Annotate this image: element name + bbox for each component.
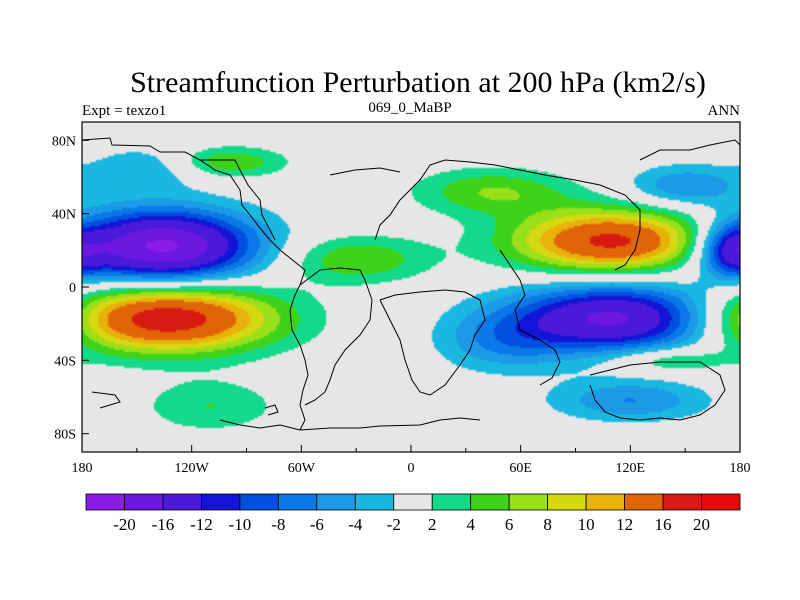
- colorbar-label: 4: [466, 515, 475, 534]
- y-tick-label: 0: [69, 281, 76, 296]
- colorbar-label: -12: [190, 515, 213, 534]
- x-tick-label: 180: [72, 461, 93, 476]
- colorbar-swatch: [239, 493, 279, 511]
- colorbar-label: 12: [616, 515, 633, 534]
- colorbar-label: -8: [271, 515, 285, 534]
- colorbar-swatch: [624, 493, 664, 511]
- x-tick-label: 60E: [509, 461, 532, 476]
- colorbar-label: -10: [229, 515, 252, 534]
- colorbar-label: -2: [387, 515, 401, 534]
- colorbar-label: 8: [543, 515, 552, 534]
- colorbar-label: 2: [428, 515, 437, 534]
- colorbar-swatch: [85, 493, 125, 511]
- colorbar-swatch: [701, 493, 741, 511]
- x-axis: 180 120W 60W 0 60E 120E 180: [72, 445, 751, 476]
- colorbar-swatch: [162, 493, 202, 511]
- x-tick-label: 0: [408, 461, 415, 476]
- colorbar-swatch: [316, 493, 356, 511]
- y-tick-label: 40S: [54, 354, 76, 369]
- colorbar-swatch: [201, 493, 241, 511]
- colorbar-label: 16: [655, 515, 672, 534]
- colorbar-label: -16: [152, 515, 175, 534]
- colorbar-swatch: [354, 493, 395, 511]
- colorbar-swatch: [547, 493, 587, 511]
- subtitle-center: 069_0_MaBP: [368, 100, 451, 116]
- x-tick-label: 60W: [288, 461, 316, 476]
- colorbar-swatch: [124, 493, 164, 511]
- colorbar-label: 20: [693, 515, 710, 534]
- contour-fill: [82, 122, 740, 452]
- colorbar-swatch: [277, 493, 318, 511]
- coastline: [81, 137, 741, 431]
- subtitle-right: ANN: [708, 103, 741, 119]
- x-tick-label: 120W: [175, 461, 210, 476]
- x-tick-label: 120E: [616, 461, 646, 476]
- y-tick-label: 80N: [52, 134, 76, 149]
- subtitle-left: Expt = texzo1: [82, 103, 166, 119]
- colorbar-swatch: [431, 493, 472, 511]
- colorbar-swatch: [585, 493, 625, 511]
- y-tick-label: 40N: [52, 208, 76, 223]
- colorbar-swatch: [393, 493, 433, 511]
- colorbar-label: -6: [310, 515, 324, 534]
- colorbar-swatch: [470, 493, 510, 511]
- y-axis: 80N 40N 0 40S 80S: [52, 134, 89, 443]
- colorbar: -20 -16 -12 -10 -8 -6 -4 -2 2 4 6 8 10 12 16 20: [85, 493, 741, 534]
- colorbar-label: 6: [505, 515, 514, 534]
- y-tick-label: 80S: [54, 428, 76, 443]
- chart-title: Streamfunction Perturbation at 200 hPa (…: [130, 66, 706, 99]
- colorbar-label: -20: [113, 515, 136, 534]
- colorbar-label: -4: [348, 515, 363, 534]
- colorbar-swatch: [508, 493, 549, 511]
- plot-area: 180 120W 60W 0 60E 120E 180 80N 40N 0 40S 80S: [52, 121, 751, 476]
- colorbar-swatch: [662, 493, 702, 511]
- colorbar-label: 10: [578, 515, 595, 534]
- x-tick-label: 180: [730, 461, 751, 476]
